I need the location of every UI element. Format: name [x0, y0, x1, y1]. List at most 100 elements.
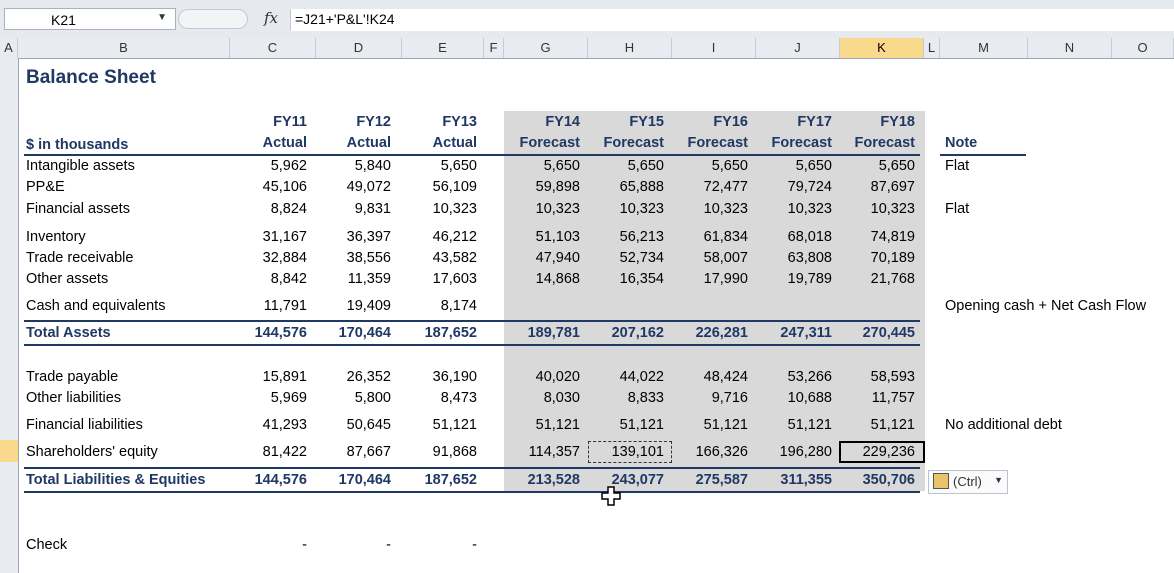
row-label[interactable]: Intangible assets: [26, 158, 135, 174]
cell-value[interactable]: 19,789: [787, 271, 832, 287]
cell-value[interactable]: 51,121: [787, 417, 832, 433]
cell-value[interactable]: 79,724: [787, 179, 832, 195]
row-label[interactable]: Inventory: [26, 229, 86, 245]
row-label[interactable]: Total Assets: [26, 325, 111, 341]
cell-value[interactable]: 187,652: [424, 472, 477, 488]
cell-value[interactable]: -: [386, 537, 391, 553]
year-header[interactable]: FY15: [629, 114, 664, 130]
cell-value[interactable]: 31,167: [262, 229, 307, 245]
cell-value[interactable]: 311,355: [780, 472, 832, 488]
cell-value[interactable]: 139,101: [611, 444, 664, 460]
sheet-title[interactable]: Balance Sheet: [26, 67, 156, 88]
column-kind-header[interactable]: Forecast: [519, 135, 580, 151]
cell-value[interactable]: 270,445: [862, 325, 915, 341]
column-header-n[interactable]: N: [1028, 38, 1112, 58]
column-kind-header[interactable]: Forecast: [603, 135, 664, 151]
cell-value[interactable]: 87,697: [870, 179, 915, 195]
cell-value[interactable]: 81,422: [262, 444, 307, 460]
function-icon[interactable]: fx: [264, 9, 279, 27]
cell-value[interactable]: -: [472, 537, 477, 553]
column-header-i[interactable]: I: [672, 38, 756, 58]
cell-value[interactable]: 213,528: [527, 472, 580, 488]
row-label[interactable]: Financial assets: [26, 201, 130, 217]
cell-value[interactable]: 9,831: [354, 201, 391, 217]
cell-value[interactable]: 5,969: [270, 390, 307, 406]
cell-value[interactable]: 5,962: [270, 158, 307, 174]
cell-value[interactable]: 226,281: [695, 325, 748, 341]
cell-value[interactable]: 40,020: [535, 369, 580, 385]
cell-value[interactable]: 5,650: [795, 158, 832, 174]
cell-value[interactable]: 51,121: [870, 417, 915, 433]
row-label[interactable]: Trade receivable: [26, 250, 134, 266]
cell-value[interactable]: 61,834: [703, 229, 748, 245]
cell-value[interactable]: 5,650: [711, 158, 748, 174]
cell-value[interactable]: 14,868: [535, 271, 580, 287]
row-label[interactable]: Shareholders' equity: [26, 444, 158, 460]
row-label[interactable]: Total Liabilities & Equities: [26, 472, 206, 488]
cell-value[interactable]: 10,323: [870, 201, 915, 217]
cell-value[interactable]: 51,121: [619, 417, 664, 433]
cell-value[interactable]: 144,576: [254, 325, 307, 341]
cell-value[interactable]: 207,162: [611, 325, 664, 341]
cell-value[interactable]: 8,824: [270, 201, 307, 217]
column-header-b[interactable]: B: [18, 38, 230, 58]
cell-value[interactable]: 5,650: [878, 158, 915, 174]
cell-value[interactable]: 144,576: [254, 472, 307, 488]
cell-value[interactable]: 5,800: [354, 390, 391, 406]
column-header-a[interactable]: A: [0, 38, 18, 58]
cell-value[interactable]: 17,603: [432, 271, 477, 287]
cell-value[interactable]: 11,791: [263, 298, 307, 314]
cell-value[interactable]: 10,323: [787, 201, 832, 217]
cell-value[interactable]: 52,734: [619, 250, 664, 266]
cell-value[interactable]: 51,121: [535, 417, 580, 433]
column-header-g[interactable]: G: [504, 38, 588, 58]
row-label[interactable]: Financial liabilities: [26, 417, 143, 433]
cell-value[interactable]: 5,840: [354, 158, 391, 174]
cell-value[interactable]: 46,212: [432, 229, 477, 245]
selected-row-header[interactable]: [0, 440, 18, 462]
year-header[interactable]: FY16: [713, 114, 748, 130]
cell-value[interactable]: 196,280: [779, 444, 832, 460]
cell-value[interactable]: 44,022: [619, 369, 664, 385]
column-kind-header[interactable]: Actual: [346, 135, 391, 151]
cell-value[interactable]: 10,323: [535, 201, 580, 217]
cell-value[interactable]: 350,706: [862, 472, 915, 488]
cell-value[interactable]: 51,103: [535, 229, 580, 245]
cell-value[interactable]: 166,326: [695, 444, 748, 460]
row-note[interactable]: Flat: [945, 158, 970, 174]
year-header[interactable]: FY11: [273, 114, 307, 130]
column-kind-header[interactable]: Forecast: [854, 135, 915, 151]
cell-value[interactable]: 10,323: [432, 201, 477, 217]
column-header-k[interactable]: K: [840, 38, 924, 58]
column-header-l[interactable]: L: [924, 38, 940, 58]
cell-value[interactable]: 170,464: [338, 472, 391, 488]
row-note[interactable]: Opening cash + Net Cash Flow: [945, 298, 1147, 314]
cell-value[interactable]: 5,650: [543, 158, 580, 174]
column-kind-header[interactable]: Actual: [262, 135, 307, 151]
cell-value[interactable]: 243,077: [611, 472, 664, 488]
cell-value[interactable]: 10,688: [787, 390, 832, 406]
cell-value[interactable]: 5,650: [440, 158, 477, 174]
cell-value[interactable]: 8,842: [270, 271, 307, 287]
cell-value[interactable]: -: [302, 537, 307, 553]
cell-value[interactable]: 15,891: [262, 369, 307, 385]
cell-value[interactable]: 189,781: [527, 325, 580, 341]
row-label[interactable]: Other assets: [26, 271, 109, 287]
cell-value[interactable]: 21,768: [870, 271, 915, 287]
column-header-e[interactable]: E: [402, 38, 484, 58]
paste-options-button[interactable]: (Ctrl) ▼: [928, 470, 1008, 494]
cell-value[interactable]: 70,189: [870, 250, 915, 266]
cell-value[interactable]: 56,213: [619, 229, 664, 245]
formula-bar-divider[interactable]: [178, 9, 248, 29]
cell-value[interactable]: 56,109: [432, 179, 477, 195]
cell-value[interactable]: 53,266: [787, 369, 832, 385]
cell-value[interactable]: 59,898: [535, 179, 580, 195]
cell-value[interactable]: 38,556: [346, 250, 391, 266]
cell-value[interactable]: 65,888: [619, 179, 664, 195]
cell-value[interactable]: 8,833: [627, 390, 664, 406]
year-header[interactable]: FY12: [356, 114, 391, 130]
row-note[interactable]: No additional debt: [945, 417, 1062, 433]
cell-value[interactable]: 187,652: [424, 325, 477, 341]
column-header-o[interactable]: O: [1112, 38, 1174, 58]
cell-value[interactable]: 41,293: [262, 417, 307, 433]
